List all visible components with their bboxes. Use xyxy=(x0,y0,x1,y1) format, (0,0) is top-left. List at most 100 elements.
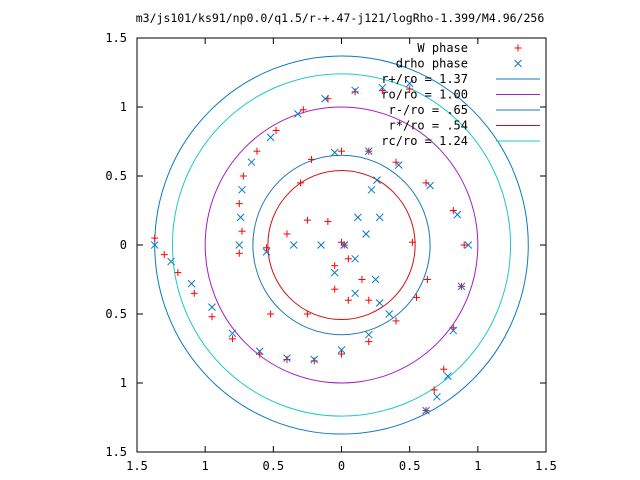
data-point xyxy=(354,213,362,222)
legend-label: drho phase xyxy=(396,57,468,71)
marker-stroke xyxy=(394,161,403,169)
marker-stroke xyxy=(337,346,346,354)
data-point xyxy=(235,241,244,249)
data-point xyxy=(289,241,298,249)
legend-label: ro/ro = 1.00 xyxy=(381,88,468,102)
data-point xyxy=(412,293,420,301)
data-point xyxy=(283,230,291,238)
marker-stroke xyxy=(150,241,159,249)
data-point xyxy=(426,181,434,190)
data-point xyxy=(375,299,384,307)
data-point xyxy=(263,244,271,252)
marker-stroke xyxy=(330,268,339,277)
data-point xyxy=(408,238,416,246)
marker-stroke xyxy=(228,329,237,338)
data-point xyxy=(303,310,311,318)
data-point xyxy=(253,147,261,155)
data-point xyxy=(272,126,280,134)
marker-stroke xyxy=(373,176,381,184)
data-point xyxy=(344,255,352,263)
data-point xyxy=(330,268,339,277)
data-series xyxy=(150,79,473,415)
data-point xyxy=(337,346,346,354)
marker-stroke xyxy=(385,310,394,318)
data-point xyxy=(460,241,468,249)
data-point xyxy=(464,241,473,249)
marker-stroke xyxy=(375,299,384,307)
data-point xyxy=(405,79,414,88)
data-point xyxy=(430,386,438,394)
data-point xyxy=(150,241,159,249)
marker-stroke xyxy=(310,355,319,364)
x-tick-label: 1.5 xyxy=(126,459,148,473)
data-point xyxy=(324,218,332,226)
y-tick-label: 1 xyxy=(120,376,127,390)
y-tick-label: 0.5 xyxy=(105,307,127,321)
data-point xyxy=(344,296,352,304)
data-point xyxy=(330,148,339,157)
data-point xyxy=(394,161,403,169)
marker-stroke xyxy=(208,303,216,311)
data-point xyxy=(423,276,431,283)
data-point xyxy=(364,330,373,339)
marker-stroke xyxy=(464,241,473,249)
marker-stroke xyxy=(426,181,434,190)
reference-circles xyxy=(154,55,529,435)
data-point xyxy=(308,155,316,163)
axes: 1.5 1 0.5 0 0.5 1 1.51.510.500.511.5 xyxy=(105,31,557,473)
marker-stroke xyxy=(238,185,246,194)
marker-stroke xyxy=(457,282,466,291)
data-point xyxy=(422,406,430,415)
data-point xyxy=(208,313,216,321)
data-point xyxy=(294,110,302,118)
data-point xyxy=(362,230,370,238)
data-point xyxy=(228,329,237,338)
data-point xyxy=(317,241,325,249)
marker-stroke xyxy=(443,372,452,380)
marker-stroke xyxy=(235,241,244,249)
legend-label: r+/ro = 1.37 xyxy=(381,72,468,86)
marker-stroke xyxy=(187,279,196,288)
data-point xyxy=(310,355,319,364)
marker-stroke xyxy=(351,86,359,95)
marker-stroke xyxy=(321,94,329,103)
data-point xyxy=(422,179,430,187)
data-point xyxy=(151,234,159,242)
marker-stroke xyxy=(354,213,362,222)
legend-label: W phase xyxy=(417,41,468,55)
legend-marker xyxy=(514,59,522,68)
data-point xyxy=(160,251,168,259)
legend-label: r*/ro = .54 xyxy=(389,119,468,133)
data-point xyxy=(208,303,216,311)
data-point xyxy=(247,158,256,167)
data-point xyxy=(375,213,384,222)
data-point xyxy=(167,257,175,266)
marker-stroke xyxy=(167,257,175,266)
data-point xyxy=(299,106,307,114)
marker-stroke xyxy=(289,241,298,249)
data-point xyxy=(449,207,457,214)
x-tick-label: 1 xyxy=(202,459,209,473)
data-point xyxy=(440,365,448,373)
data-point xyxy=(174,269,182,277)
data-point xyxy=(338,147,345,155)
chart-title: m3/js101/ks91/np0.0/q1.5/r-+.47-j121/log… xyxy=(136,11,545,25)
marker-stroke xyxy=(351,289,359,298)
data-point xyxy=(267,310,275,318)
x-tick-label: 0.5 xyxy=(262,459,284,473)
y-tick-label: 1.5 xyxy=(105,445,127,459)
data-point xyxy=(236,213,245,222)
data-point xyxy=(266,133,275,142)
marker-stroke xyxy=(433,392,441,401)
marker-stroke xyxy=(371,275,380,284)
data-point xyxy=(371,275,380,284)
marker-stroke xyxy=(422,406,430,415)
data-point xyxy=(367,185,376,194)
data-point xyxy=(190,289,198,297)
data-point xyxy=(385,310,394,318)
marker-stroke xyxy=(367,185,376,194)
data-point xyxy=(351,289,359,298)
marker-stroke xyxy=(330,148,339,157)
